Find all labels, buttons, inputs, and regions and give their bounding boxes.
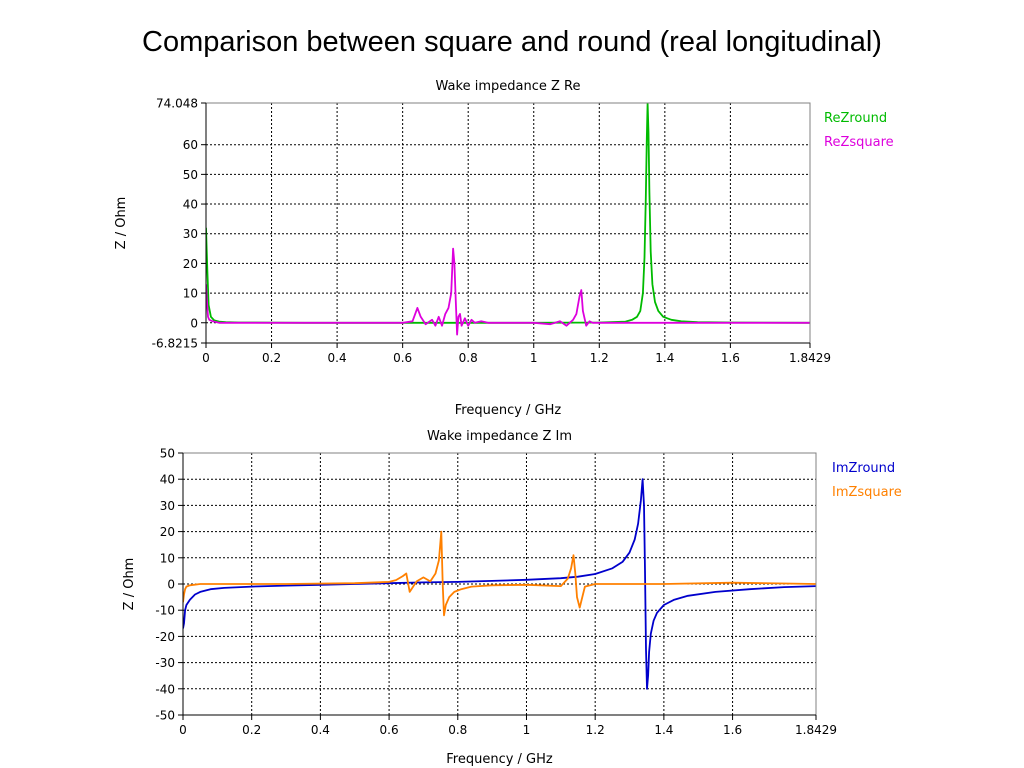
- x-tick-label: 0.8: [459, 351, 478, 365]
- x-tick-label: 1.2: [586, 723, 605, 737]
- legend-entry-rezround: ReZround: [824, 111, 887, 126]
- y-axis-label: Z / Ohm: [122, 558, 137, 611]
- x-tick-label: 1: [523, 723, 531, 737]
- x-axis-label: Frequency / GHz: [446, 752, 553, 767]
- x-tick-label: 0.8: [448, 723, 467, 737]
- series-line-imzround: [183, 478, 816, 690]
- y-tick-label: 20: [160, 525, 175, 539]
- legend-entry-imzsquare: ImZsquare: [832, 485, 902, 500]
- x-tick-label: 0.6: [380, 723, 399, 737]
- y-tick-label: -20: [155, 630, 175, 644]
- y-tick-label: 10: [183, 287, 198, 301]
- x-tick-label: 1.8429: [789, 351, 831, 365]
- y-tick-label: 60: [183, 138, 198, 152]
- x-tick-label: 0.2: [242, 723, 261, 737]
- y-tick-label: -6.8215: [152, 337, 198, 351]
- y-tick-label: 0: [167, 578, 175, 592]
- x-tick-label: 1.6: [721, 351, 740, 365]
- y-tick-label: 0: [190, 316, 198, 330]
- x-tick-label: 0: [179, 723, 187, 737]
- series-line-rezsquare: [206, 247, 810, 336]
- y-tick-label: 74.048: [156, 97, 198, 111]
- x-tick-label: 0.6: [393, 351, 412, 365]
- chart-wake-impedance-re: Wake impedance Z Re 0 0.2 0.4 0.6 0.8 1 1.2 1.4 1…: [114, 79, 894, 418]
- y-tick-label: 10: [160, 551, 175, 565]
- y-tick-label: 20: [183, 257, 198, 271]
- y-tick-label: 50: [183, 168, 198, 182]
- chart-title: Wake impedance Z Im: [427, 429, 572, 444]
- series-line-imzsquare: [183, 530, 816, 617]
- y-axis-label: Z / Ohm: [114, 197, 129, 250]
- x-tick-label: 1.2: [590, 351, 609, 365]
- legend-entry-imzround: ImZround: [832, 461, 895, 476]
- y-tick-label: -10: [155, 604, 175, 618]
- x-tick-label: 0: [202, 351, 210, 365]
- x-tick-label: 1.6: [723, 723, 742, 737]
- series-line-rezround: [206, 103, 810, 324]
- y-tick-label: 40: [183, 198, 198, 212]
- y-tick-label: 50: [160, 447, 175, 461]
- x-tick-label: 0.4: [328, 351, 347, 365]
- chart-title: Wake impedance Z Re: [436, 79, 581, 94]
- x-tick-label: 0.4: [311, 723, 330, 737]
- plot-area: [206, 103, 810, 343]
- x-tick-label: 0.2: [262, 351, 281, 365]
- y-tick-label: 30: [160, 499, 175, 513]
- y-tick-label: -30: [155, 656, 175, 670]
- x-tick-label: 1.4: [654, 723, 673, 737]
- y-tick-label: 40: [160, 473, 175, 487]
- x-tick-label: 1.4: [655, 351, 674, 365]
- chart-wake-impedance-im: Wake impedance Z Im 0 0.2 0.4 0.6 0.8 1 1.2 1.4 1…: [122, 429, 902, 767]
- x-tick-label: 1.8429: [795, 723, 837, 737]
- slide-title: Comparison between square and round (rea…: [142, 26, 882, 58]
- x-axis-label: Frequency / GHz: [455, 403, 562, 418]
- y-tick-label: -50: [155, 709, 175, 723]
- y-tick-label: 30: [183, 227, 198, 241]
- x-tick-label: 1: [530, 351, 538, 365]
- legend-entry-rezsquare: ReZsquare: [824, 135, 894, 150]
- y-tick-label: -40: [155, 682, 175, 696]
